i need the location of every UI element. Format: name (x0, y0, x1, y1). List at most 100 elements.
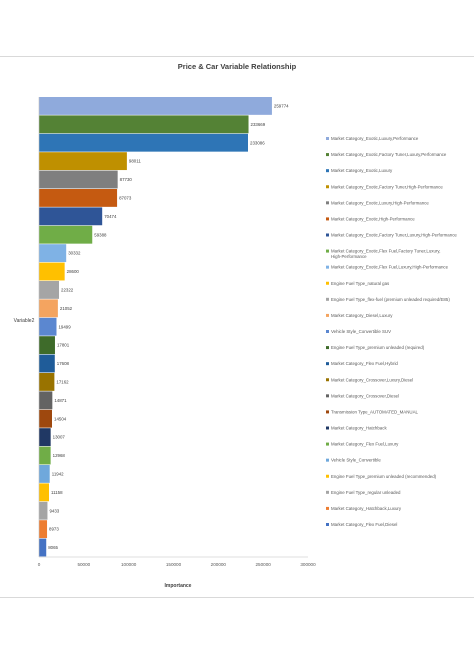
data-label: 14504 (54, 416, 67, 421)
bar (39, 97, 272, 115)
data-label: 233669 (251, 122, 266, 127)
data-label: 12968 (53, 453, 66, 458)
legend-swatch (326, 153, 329, 157)
legend-swatch (326, 426, 329, 430)
bar (39, 409, 53, 428)
legend-entry: Market Category_Exotic,Luxury,High-Perfo… (331, 200, 429, 205)
bar (39, 446, 51, 465)
legend-swatch (326, 490, 329, 494)
data-label: 14871 (54, 398, 67, 403)
legend: Market Category_Exotic,Luxury,Performanc… (326, 136, 457, 527)
bar (39, 501, 48, 520)
chart-title: Price & Car Variable Relationship (178, 62, 297, 71)
data-label: 19499 (58, 324, 71, 329)
legend-entry: Market Category_Flex Fuel,Hybrid (331, 361, 398, 366)
legend-entry: Market Category_Exotic,Luxury (331, 168, 393, 173)
legend-swatch (326, 233, 329, 237)
x-tick-label: 0 (38, 562, 41, 567)
bar (39, 225, 93, 244)
bar (39, 373, 55, 391)
bars-group (39, 97, 272, 557)
legend-swatch (326, 169, 329, 173)
data-label: 59388 (94, 232, 107, 237)
data-label: 30332 (68, 251, 81, 256)
bar (39, 170, 118, 189)
x-tick-labels: 0 50000 100000 150000 200000 250000 300000 (38, 562, 316, 567)
bar (39, 354, 55, 373)
bar (39, 483, 50, 502)
legend-swatch (326, 137, 329, 140)
legend-swatch (326, 281, 329, 285)
legend-entry: Market Category_Exotic,High-Performance (331, 216, 415, 221)
x-axis-label: Importance (165, 583, 192, 589)
data-label: 70474 (104, 214, 117, 219)
legend-swatch (326, 474, 329, 478)
legend-entry: Market Category_Exotic,Factory Tuner,Hig… (331, 184, 443, 189)
legend-swatch (326, 313, 329, 317)
bar (39, 520, 48, 539)
legend-entry: Market Category_Hatchback (331, 426, 387, 431)
legend-entry: Engine Fuel Type_premium unleaded (recom… (331, 474, 437, 479)
legend-swatch (326, 378, 329, 382)
legend-swatch (326, 394, 329, 398)
bar (39, 244, 67, 263)
y-axis-label: Variable2 (14, 318, 35, 324)
legend-entry: Engine Fuel Type_regular unleaded (331, 490, 401, 495)
legend-entry: Market Category_Diesel,Luxury (331, 313, 393, 318)
data-label: 8065 (48, 545, 58, 550)
data-label: 11942 (52, 472, 64, 477)
legend-entry: Engine Fuel Type_natural gas (331, 281, 390, 286)
x-tick-label: 250000 (255, 562, 271, 567)
x-tick-label: 100000 (121, 562, 137, 567)
legend-swatch (326, 201, 329, 205)
data-label: 98011 (129, 159, 141, 164)
bar (39, 152, 127, 171)
bar (39, 189, 118, 207)
legend-swatch (326, 458, 329, 462)
data-label: 259774 (274, 104, 289, 109)
legend-entry: Transmission Type_AUTOMATED_MANUAL (331, 409, 418, 414)
data-labels-group: 259774 233669 233086 98011 87730 87073 70474 59… (48, 104, 289, 551)
legend-swatch (326, 330, 329, 333)
bar (39, 538, 47, 557)
bar (39, 115, 249, 134)
legend-entry: Market Category_Crossover,Diesel (331, 393, 399, 398)
data-label: 11158 (51, 490, 63, 495)
data-label: 21052 (60, 306, 73, 311)
data-label: 17801 (57, 343, 70, 348)
data-label: 9433 (49, 508, 59, 513)
legend-entry: Market Category_Flex Fuel,Diesel (331, 522, 397, 527)
top-rule (0, 56, 474, 57)
legend-swatch (326, 523, 329, 526)
x-tick-label: 300000 (300, 562, 316, 567)
bar (39, 133, 249, 152)
x-tick-label: 200000 (211, 562, 227, 567)
legend-entry: Engine Fuel Type_premium unleaded (requi… (331, 345, 425, 350)
legend-swatch (326, 185, 329, 189)
legend-entry: Market Category_Exotic,Flex Fuel,Factory… (331, 249, 440, 259)
data-label: 13007 (53, 435, 66, 440)
bar (39, 317, 57, 336)
legend-entry: Vehicle Style_Convertible (331, 458, 381, 463)
data-label: 28600 (67, 269, 80, 274)
bar (39, 465, 50, 483)
legend-entry: Market Category_Exotic,Flex Fuel,Luxury,… (331, 265, 449, 270)
bar (39, 299, 58, 318)
bar (39, 281, 60, 299)
legend-entry: Market Category_Exotic,Factory Tuner,Lux… (331, 152, 447, 157)
bottom-rule (0, 597, 474, 598)
legend-swatch (326, 506, 329, 510)
bar (39, 391, 53, 410)
legend-swatch (326, 249, 329, 253)
data-label: 22322 (61, 288, 74, 293)
legend-swatch (326, 346, 329, 350)
legend-swatch (326, 265, 329, 269)
legend-swatch (326, 297, 329, 301)
legend-swatch (326, 362, 329, 366)
legend-swatch (326, 410, 329, 414)
legend-entry: Engine Fuel Type_flex-fuel (premium unle… (331, 297, 450, 302)
bar (39, 262, 65, 281)
x-tick-label: 50000 (77, 562, 90, 567)
data-label: 17162 (56, 380, 69, 385)
